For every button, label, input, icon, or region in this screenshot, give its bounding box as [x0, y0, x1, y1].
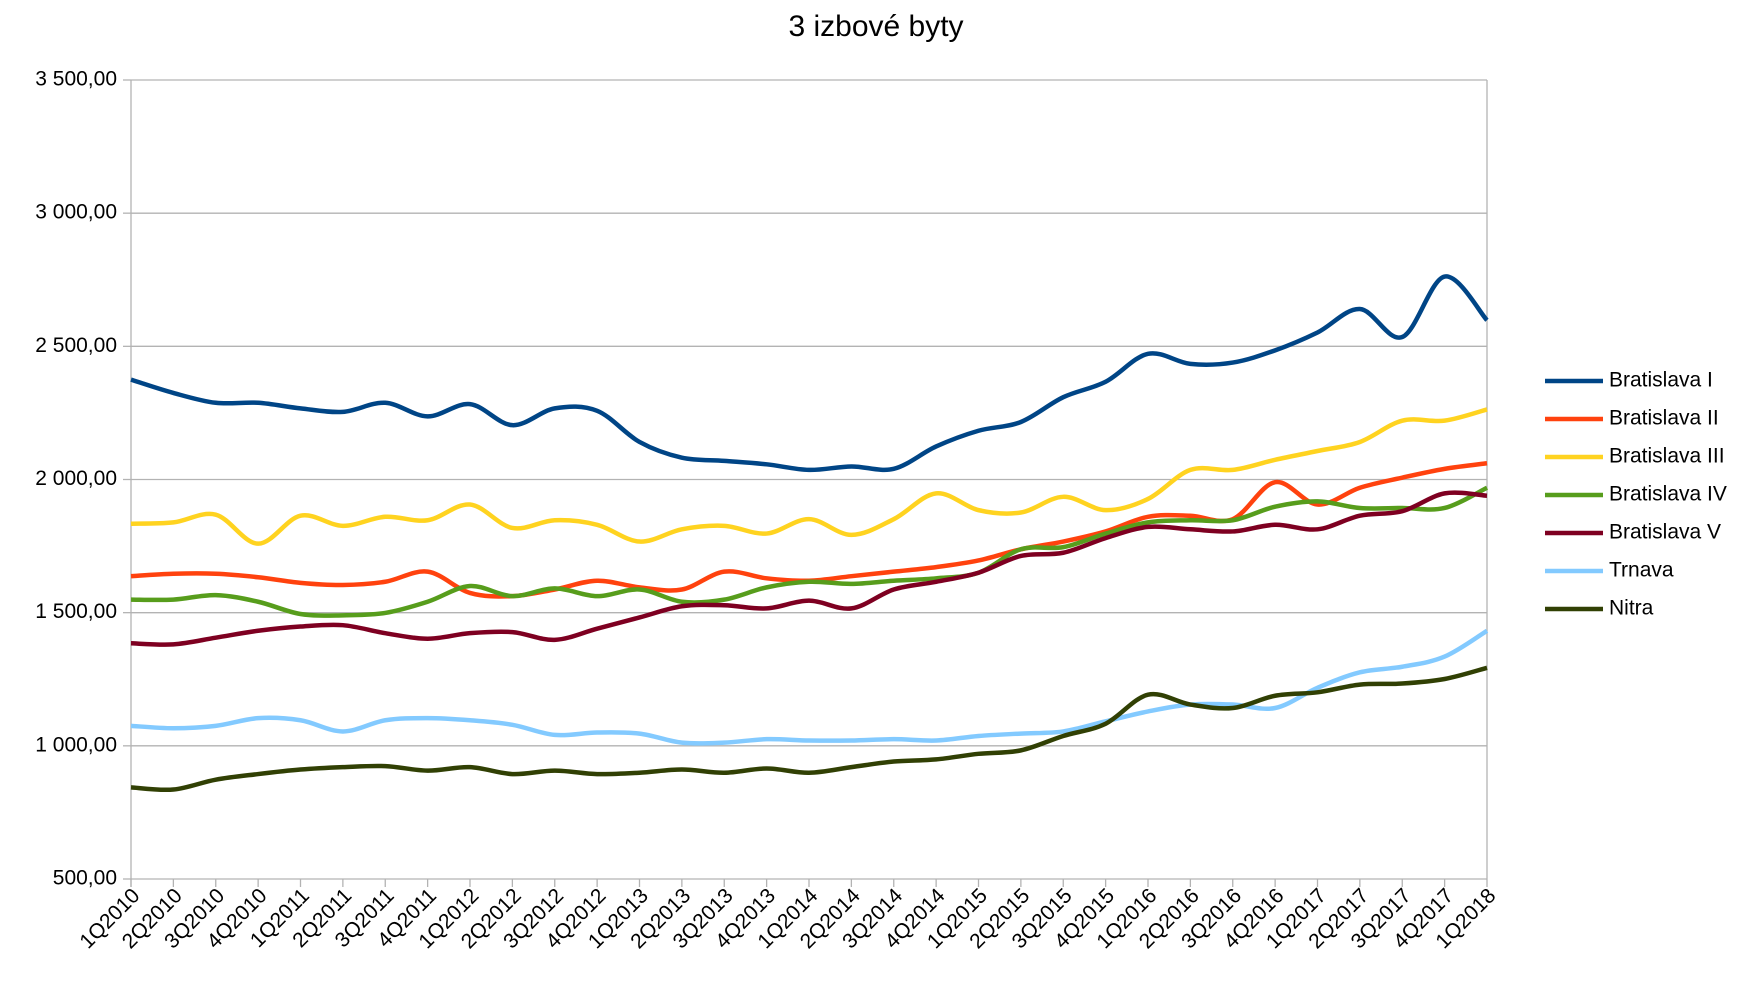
- legend-label: Bratislava III: [1609, 445, 1725, 468]
- series-line: [130, 407, 1488, 546]
- legend-label: Bratislava IV: [1609, 483, 1727, 506]
- chart-title: 3 izbové byty: [788, 10, 963, 43]
- legend-label: Nitra: [1609, 597, 1654, 620]
- y-tick-label: 1 500,00: [35, 600, 117, 623]
- legend-label: Trnava: [1609, 559, 1674, 582]
- y-tick-label: 1 000,00: [35, 733, 117, 756]
- series-line: [130, 490, 1488, 647]
- y-tick-label: 2 000,00: [35, 467, 117, 490]
- series-line: [130, 665, 1488, 793]
- series-line: [130, 274, 1489, 473]
- legend-label: Bratislava V: [1609, 521, 1721, 544]
- y-tick-label: 3 000,00: [35, 201, 117, 224]
- series-line: [130, 628, 1489, 746]
- y-tick-label: 3 500,00: [35, 68, 117, 91]
- y-tick-label: 500,00: [53, 867, 117, 890]
- series-line: [130, 461, 1488, 599]
- legend-label: Bratislava II: [1609, 407, 1719, 430]
- legend-label: Bratislava I: [1609, 369, 1713, 392]
- series-line: [130, 485, 1489, 618]
- y-tick-label: 2 500,00: [35, 334, 117, 357]
